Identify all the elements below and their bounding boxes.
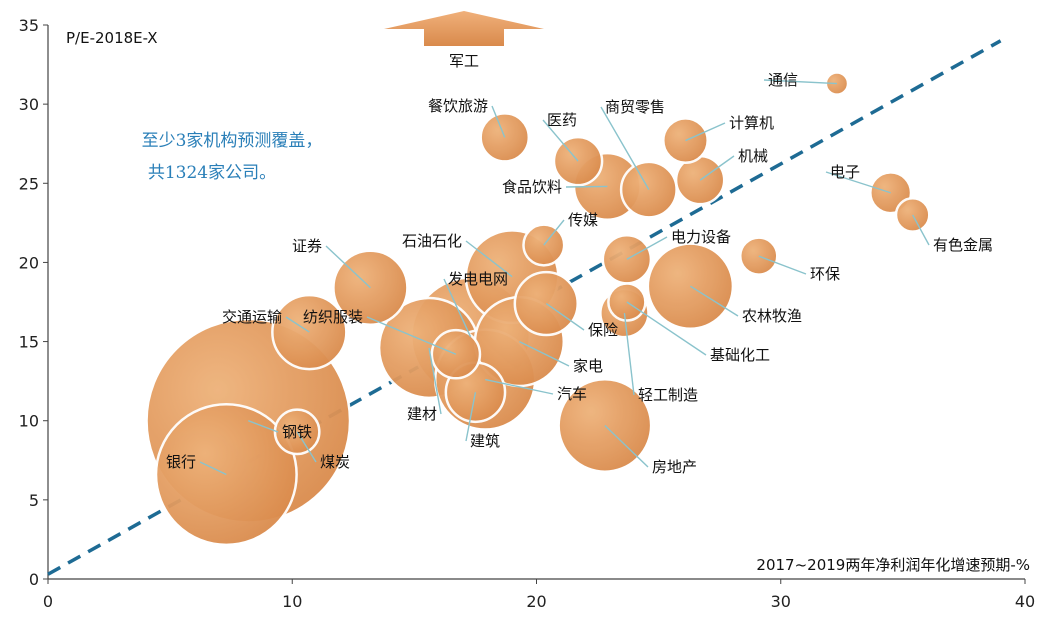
label-纺织服装: 纺织服装 xyxy=(303,308,363,326)
y-tick-label: 15 xyxy=(19,333,39,352)
leader-发电电网 xyxy=(443,278,472,338)
leader-保险 xyxy=(545,303,585,331)
label-有色金属: 有色金属 xyxy=(933,236,993,254)
leader-煤炭 xyxy=(296,431,317,463)
leader-石油石化 xyxy=(465,240,513,278)
leader-有色金属 xyxy=(912,214,930,246)
label-轻工制造: 轻工制造 xyxy=(638,386,698,404)
label-银行: 银行 xyxy=(166,453,196,471)
leader-建材 xyxy=(428,347,442,415)
leader-汽车 xyxy=(485,378,554,395)
leader-医药 xyxy=(542,119,579,162)
leader-家电 xyxy=(519,340,570,367)
leader-食品饮料 xyxy=(565,185,608,188)
label-餐饮旅游: 餐饮旅游 xyxy=(428,97,488,115)
trend-line xyxy=(47,39,1002,576)
bubble-保险 xyxy=(513,270,579,337)
leader-电子 xyxy=(825,171,891,194)
bubble-纺织服装 xyxy=(430,328,482,380)
leader-农林牧渔 xyxy=(690,285,739,317)
label-商贸零售: 商贸零售 xyxy=(605,98,665,116)
offchart-label: 军工 xyxy=(449,52,479,70)
label-建材: 建材 xyxy=(407,405,437,423)
x-tick-label: 20 xyxy=(526,592,546,611)
y-axis-title: P/E-2018E-X xyxy=(66,29,158,47)
x-tick-label: 30 xyxy=(771,592,791,611)
y-tick-label: 5 xyxy=(29,491,39,510)
bubble-环保 xyxy=(739,236,779,276)
label-交通运输: 交通运输 xyxy=(222,308,282,326)
y-tick-label: 25 xyxy=(19,174,39,193)
up-arrow-icon xyxy=(384,11,544,46)
leader-餐饮旅游 xyxy=(491,105,506,138)
leader-银行 xyxy=(199,461,227,476)
leader-lines xyxy=(199,79,930,476)
x-tick-label: 0 xyxy=(43,592,53,611)
y-tick-label: 0 xyxy=(29,570,39,589)
label-农林牧渔: 农林牧渔 xyxy=(742,307,802,325)
label-保险: 保险 xyxy=(588,321,618,339)
label-石油石化: 石油石化 xyxy=(402,232,462,250)
leader-基础化工 xyxy=(626,301,707,356)
leader-传媒 xyxy=(543,219,565,246)
x-tick-label: 40 xyxy=(1015,592,1035,611)
label-发电电网: 发电电网 xyxy=(448,270,508,288)
leader-房地产 xyxy=(604,424,649,468)
label-基础化工: 基础化工 xyxy=(710,346,770,364)
label-证券: 证券 xyxy=(292,237,322,255)
label-医药: 医药 xyxy=(547,111,577,129)
leader-商贸零售 xyxy=(600,106,650,190)
label-通信: 通信 xyxy=(768,71,798,89)
label-传媒: 传媒 xyxy=(568,211,598,229)
label-计算机: 计算机 xyxy=(729,114,774,132)
label-电力设备: 电力设备 xyxy=(671,228,731,246)
label-机械: 机械 xyxy=(738,147,768,165)
label-汽车: 汽车 xyxy=(557,385,587,403)
label-钢铁: 钢铁 xyxy=(282,423,312,441)
leader-建筑 xyxy=(465,392,477,442)
leader-交通运输 xyxy=(285,316,310,333)
leader-通信 xyxy=(763,79,837,85)
leader-机械 xyxy=(699,155,735,181)
leader-证券 xyxy=(325,245,371,289)
offchart-arrow: 军工 xyxy=(384,11,544,70)
y-tick-label: 30 xyxy=(19,95,39,114)
x-tick-label: 10 xyxy=(282,592,302,611)
label-建筑: 建筑 xyxy=(470,432,500,450)
x-axis-title: 2017~2019两年净利润年化增速预期-% xyxy=(756,556,1030,574)
leader-钢铁 xyxy=(248,420,279,433)
leader-轻工制造 xyxy=(623,312,635,396)
label-电子: 电子 xyxy=(830,163,860,181)
label-环保: 环保 xyxy=(810,265,840,283)
y-tick-label: 35 xyxy=(19,16,39,35)
label-房地产: 房地产 xyxy=(652,458,697,476)
y-tick-label: 10 xyxy=(19,412,39,431)
y-tick-label: 20 xyxy=(19,253,39,272)
leader-纺织服装 xyxy=(366,316,457,355)
annotation-line-1: 至少3家机构预测覆盖， xyxy=(142,131,323,151)
label-煤炭: 煤炭 xyxy=(320,453,350,471)
label-食品饮料: 食品饮料 xyxy=(502,178,562,196)
label-家电: 家电 xyxy=(573,357,603,375)
leader-环保 xyxy=(758,255,807,275)
annotation-line-2: 共1324家公司。 xyxy=(148,163,276,183)
leader-电力设备 xyxy=(626,236,668,260)
leader-计算机 xyxy=(685,122,726,142)
axes: 0 5 10 15 20 25 30 35 0 10 20 30 40 xyxy=(19,16,1036,611)
